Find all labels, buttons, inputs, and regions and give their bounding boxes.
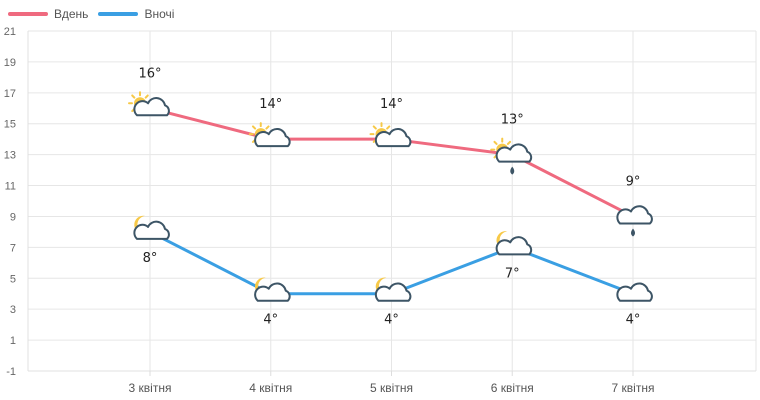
y-tick-label: 19	[4, 57, 16, 69]
legend-item-night[interactable]: Вночі	[98, 7, 174, 21]
cloud-shape	[254, 282, 291, 302]
cloud-shape	[374, 128, 412, 148]
y-tick-label: -1	[6, 366, 16, 378]
moon-cloud-icon	[133, 215, 170, 240]
sun-ray	[251, 125, 257, 130]
y-tick-label: 17	[4, 88, 16, 100]
legend-swatch-day	[8, 12, 48, 16]
data-label: 4°	[626, 313, 641, 328]
sun-cloud-icon	[128, 91, 170, 117]
data-label: 4°	[384, 313, 399, 328]
rain-drop	[510, 166, 515, 175]
sun-ray	[144, 94, 149, 99]
y-tick-label: 13	[4, 150, 16, 162]
y-tick-label: 15	[4, 119, 16, 131]
x-tick-label: 3 квітня	[129, 381, 172, 395]
cloud-shape	[254, 128, 291, 148]
rain-drop	[631, 228, 635, 237]
y-tick-label: 7	[10, 242, 16, 254]
cloud-shape	[374, 282, 412, 302]
legend-swatch-night	[98, 12, 139, 16]
sun-ray	[265, 125, 270, 130]
sun-cloud-icon	[248, 122, 291, 148]
y-tick-label: 1	[10, 335, 16, 347]
data-label: 16°	[138, 66, 161, 81]
sun-cloud-icon	[369, 122, 412, 148]
x-tick-label: 5 квітня	[370, 381, 413, 395]
sun-ray	[372, 125, 377, 130]
data-label: 14°	[259, 97, 282, 112]
cloud-shape	[133, 220, 170, 240]
cloud-icon	[616, 282, 653, 302]
moon-cloud-icon	[254, 277, 291, 302]
data-label: 14°	[380, 97, 403, 112]
y-tick-label: 21	[4, 26, 16, 38]
legend-label-night: Вночі	[144, 7, 175, 21]
cloud-shape	[616, 205, 653, 225]
sun-ray	[131, 94, 136, 99]
cloud-shape	[616, 282, 653, 302]
y-tick-label: 5	[10, 273, 16, 285]
cloud-rain-icon	[616, 205, 653, 237]
sun-ray	[386, 125, 391, 130]
y-tick-label: 3	[10, 304, 16, 316]
data-label: 13°	[501, 113, 524, 128]
cloud-shape	[133, 97, 170, 117]
data-label: 8°	[143, 251, 158, 266]
data-label: 7°	[505, 266, 520, 281]
x-tick-label: 7 квітня	[612, 381, 655, 395]
x-tick-label: 4 квітня	[249, 381, 292, 395]
cloud-shape	[495, 236, 533, 256]
data-label: 4°	[263, 313, 278, 328]
data-label: 9°	[626, 174, 641, 189]
sun-ray	[493, 140, 498, 145]
moon-cloud-icon	[374, 277, 412, 302]
y-tick-label: 11	[5, 181, 16, 193]
cloud-shape	[495, 143, 533, 163]
x-tick-label: 6 квітня	[491, 381, 534, 395]
moon-cloud-icon	[495, 231, 533, 256]
chart-legend: Вдень Вночі	[8, 7, 184, 21]
legend-item-day[interactable]: Вдень	[8, 7, 88, 21]
sun-ray	[506, 140, 512, 145]
sun-cloud-rain-icon	[490, 137, 533, 175]
legend-label-day: Вдень	[54, 7, 89, 21]
y-tick-label: 9	[10, 211, 16, 223]
